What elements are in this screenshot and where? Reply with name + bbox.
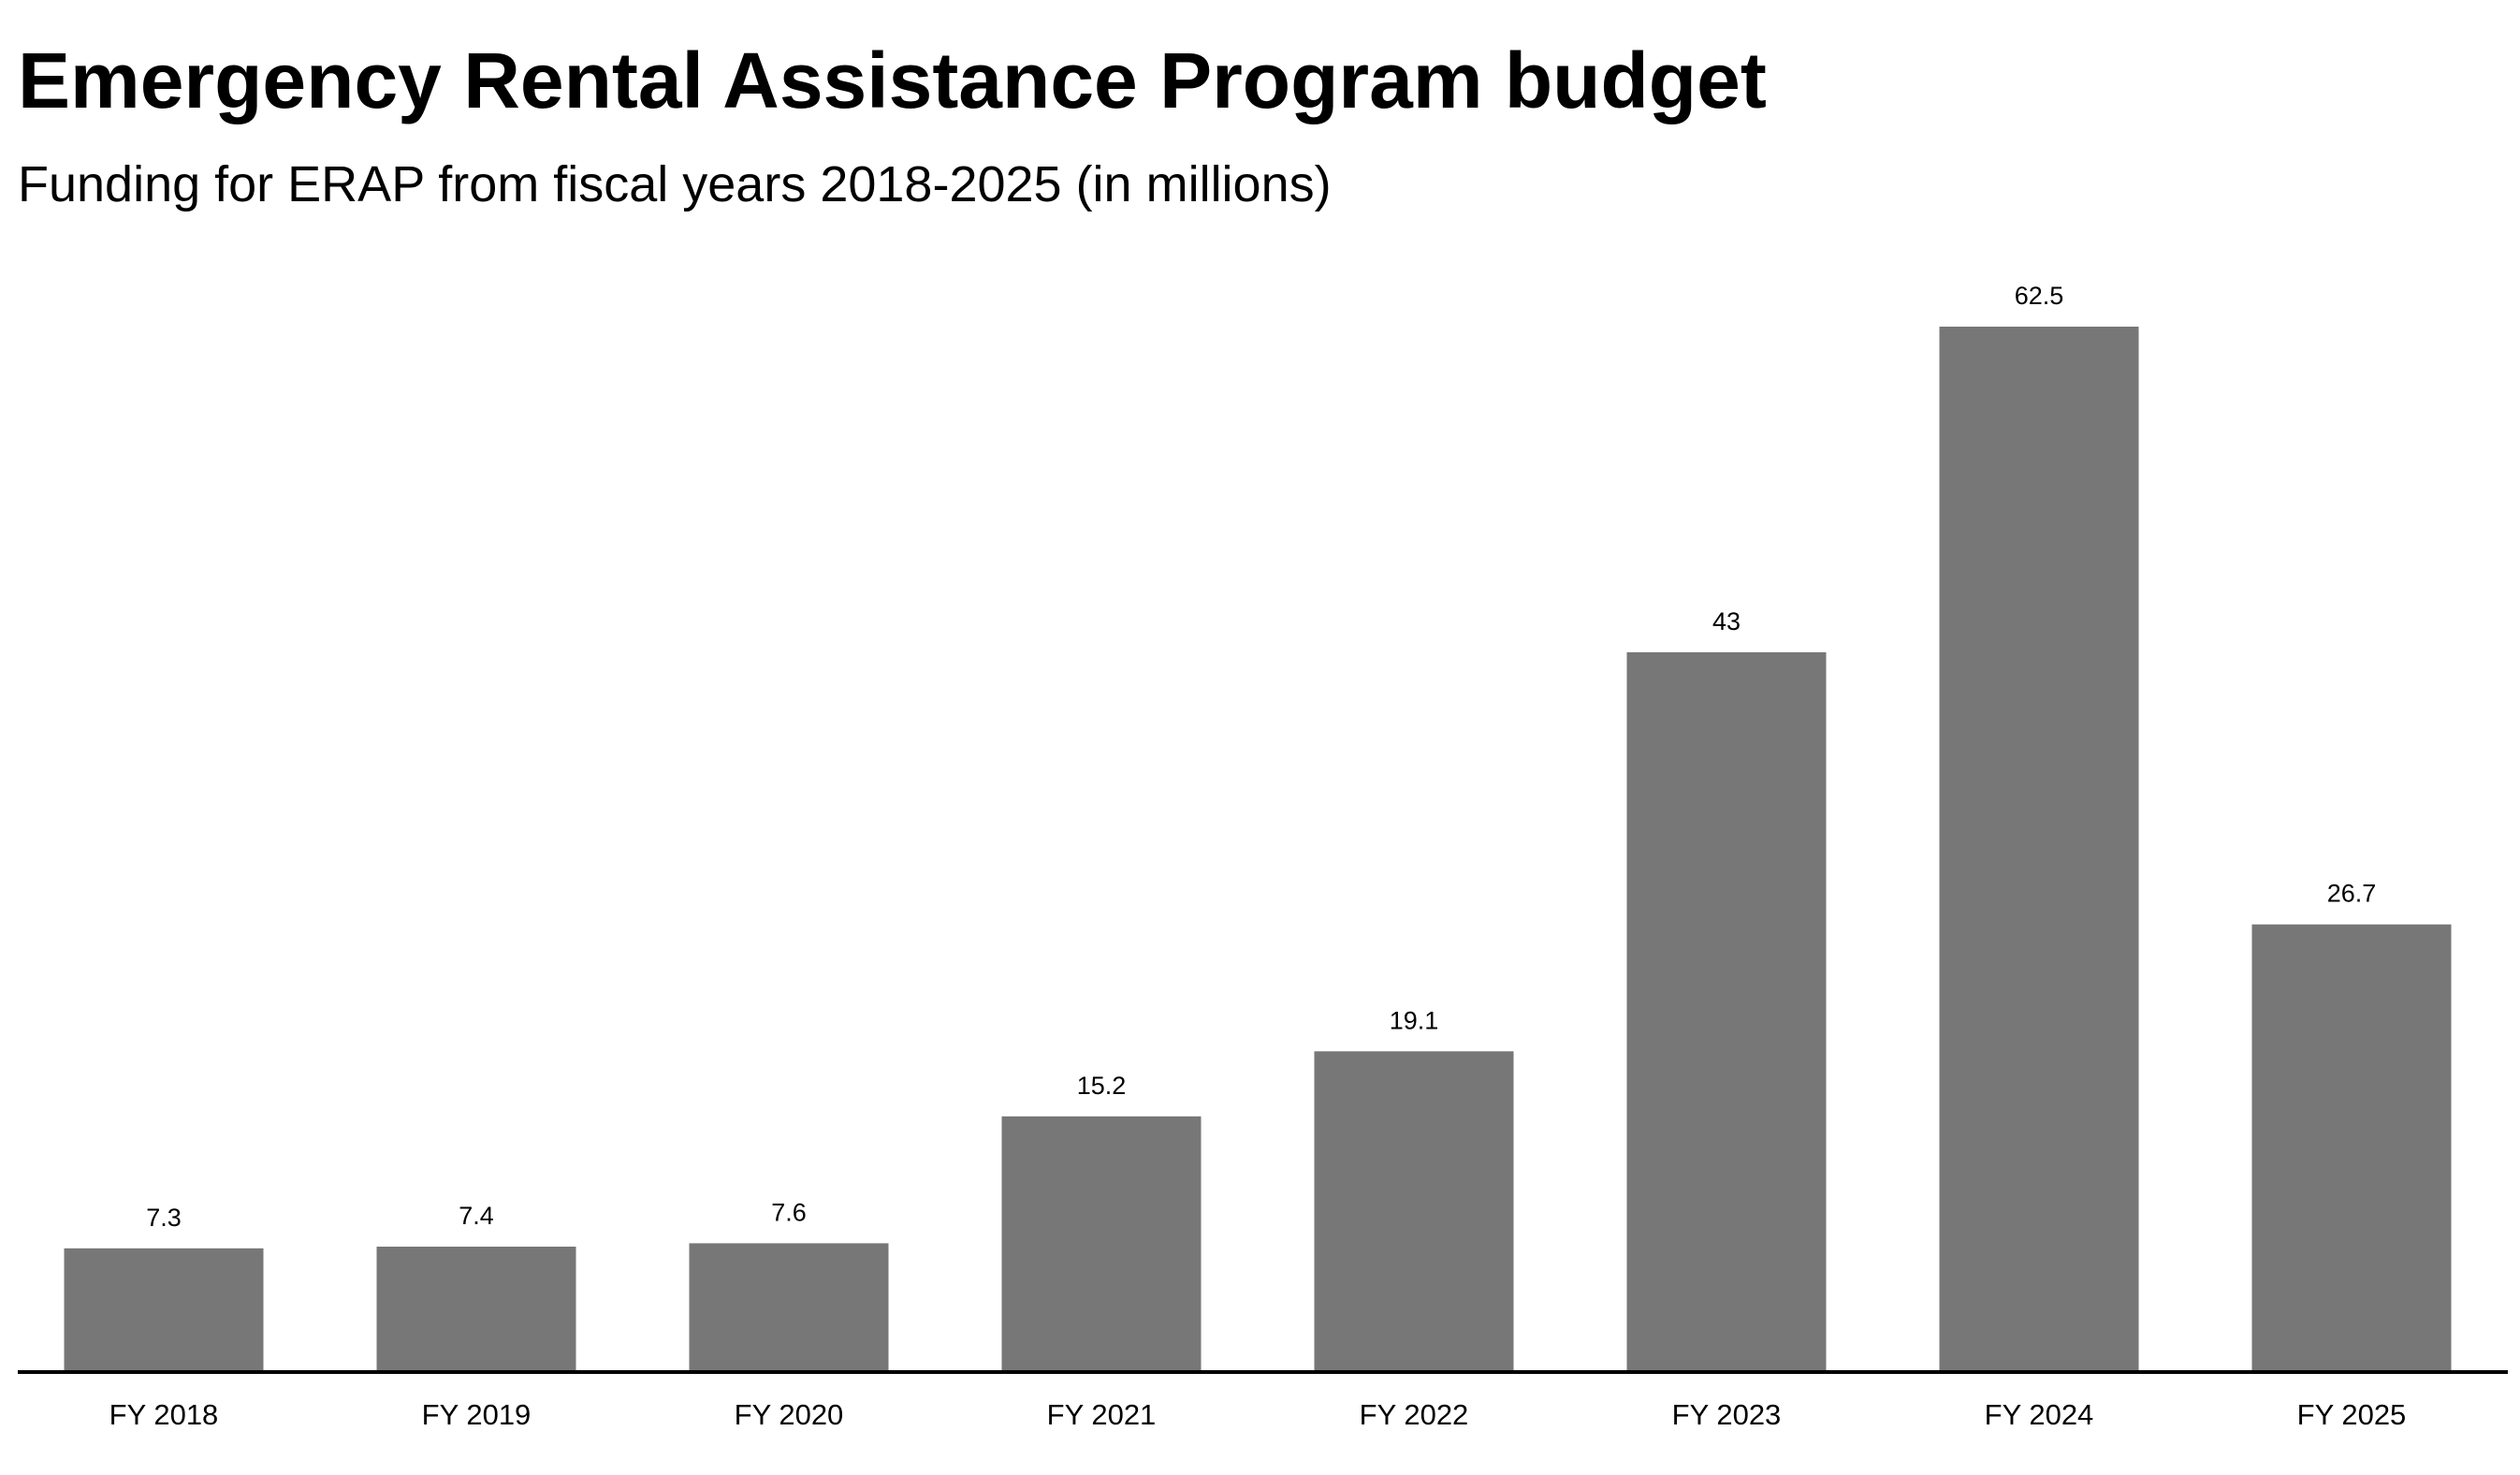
bars-layer: [64, 327, 2452, 1370]
x-tick-label-fy-2018: FY 2018: [109, 1398, 219, 1431]
x-tick-label-fy-2025: FY 2025: [2297, 1398, 2407, 1431]
value-label-fy-2021: 15.2: [1077, 1072, 1127, 1100]
value-label-fy-2025: 26.7: [2327, 880, 2377, 908]
bar-fy-2020: [689, 1243, 889, 1370]
value-label-fy-2024: 62.5: [2015, 282, 2064, 310]
bar-fy-2025: [2251, 924, 2452, 1370]
bar-fy-2018: [64, 1248, 264, 1370]
bar-fy-2022: [1314, 1051, 1514, 1370]
value-labels-layer: 7.3 7.4 7.6 15.2 19.1 43 62.5 26.7: [146, 282, 2376, 1232]
x-tick-label-fy-2024: FY 2024: [1985, 1398, 2094, 1431]
x-tick-label-fy-2019: FY 2019: [422, 1398, 532, 1431]
value-label-fy-2020: 7.6: [771, 1198, 807, 1226]
bar-fy-2019: [376, 1247, 576, 1370]
chart-subtitle: Funding for ERAP from fiscal years 2018-…: [18, 156, 1332, 212]
chart-title: Emergency Rental Assistance Program budg…: [18, 37, 1767, 124]
value-label-fy-2023: 43: [1712, 607, 1741, 635]
bar-fy-2023: [1626, 651, 1827, 1370]
x-tick-label-fy-2021: FY 2021: [1047, 1398, 1157, 1431]
tick-labels-layer: FY 2018 FY 2019 FY 2020 FY 2021 FY 2022 FY 20…: [109, 1398, 2407, 1431]
x-tick-label-fy-2020: FY 2020: [735, 1398, 844, 1431]
bar-fy-2024: [1939, 327, 2139, 1370]
bar-fy-2021: [1001, 1116, 1202, 1370]
value-label-fy-2022: 19.1: [1390, 1006, 1439, 1034]
value-label-fy-2019: 7.4: [459, 1202, 494, 1230]
x-tick-label-fy-2023: FY 2023: [1672, 1398, 1782, 1431]
value-label-fy-2018: 7.3: [146, 1204, 182, 1232]
x-tick-label-fy-2022: FY 2022: [1360, 1398, 1469, 1431]
